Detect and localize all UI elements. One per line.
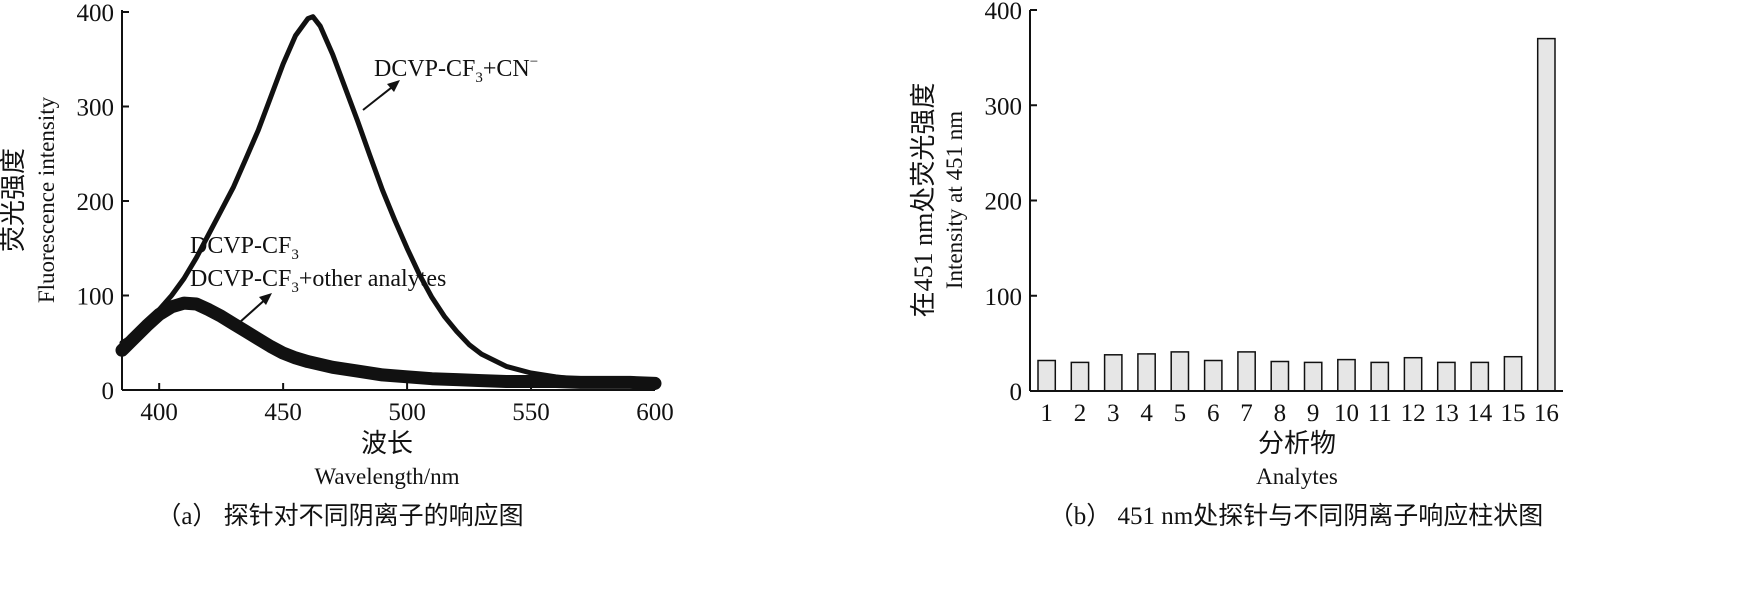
- chart-b-x-tick-label: 14: [1467, 400, 1493, 427]
- chart-b-bar-2: [1070, 361, 1090, 392]
- chart-a-x-tick-label: 400: [140, 399, 178, 426]
- annotation-cn-arrow: [362, 83, 397, 111]
- chart-a-y-tick-label: 200: [77, 189, 115, 216]
- chart-b-bar-14: [1470, 361, 1490, 392]
- chart-b-y-tick-label: 0: [1010, 379, 1023, 406]
- chart-a-marks: [115, 14, 662, 390]
- chart-b-x-tick-label: 2: [1074, 400, 1087, 427]
- chart-a-x-tick-label: 450: [264, 399, 302, 426]
- chart-b-x-tick-label: 4: [1140, 400, 1153, 427]
- chart-b-x-tick-label: 9: [1307, 400, 1320, 427]
- chart-b-bar-1: [1037, 359, 1057, 392]
- chart-b-marks: [1037, 37, 1556, 392]
- chart-a-x-tick-label: 500: [388, 399, 426, 426]
- chart-b-caption: （b） 451 nm处探针与不同阴离子响应柱状图: [1049, 502, 1543, 530]
- chart-b-bar-6: [1203, 359, 1223, 392]
- chart-b-x-tick-label: 11: [1368, 400, 1392, 427]
- chart-b-bar-4: [1137, 353, 1156, 392]
- chart-b-y-tick-label: 200: [985, 189, 1023, 216]
- chart-b-y-tick-label: 100: [985, 284, 1023, 311]
- chart-b-bar-15: [1503, 355, 1523, 392]
- chart-b-bar-5: [1170, 351, 1190, 392]
- chart-b-y-tick-label: 300: [985, 93, 1023, 120]
- chart-a-y-tick-label: 0: [102, 378, 115, 405]
- annotation-cn-arrowhead: [387, 80, 400, 92]
- chart-b-bar-8: [1270, 360, 1290, 392]
- chart-a-x-tick-label: 550: [512, 399, 550, 426]
- chart-b-ylabel-en: Intensity at 451 nm: [942, 111, 967, 289]
- chart-b-bar-7: [1237, 351, 1256, 392]
- annotation-probe: DCVP-CF3: [190, 233, 299, 263]
- chart-a-caption: （a） 探针对不同阴离子的响应图: [156, 502, 523, 530]
- annotation-other-arrowhead: [259, 293, 272, 305]
- chart-a-y-tick-label: 400: [77, 0, 115, 27]
- chart-b-x-tick-label: 6: [1207, 400, 1220, 427]
- chart-a-xlabel-en: Wavelength/nm: [314, 464, 459, 489]
- chart-b-bar-13: [1436, 361, 1456, 392]
- annotation-other: DCVP-CF3+other analytes: [190, 266, 446, 296]
- chart-b-bar-9: [1303, 361, 1323, 392]
- chart-b-x-tick-label: 10: [1334, 400, 1359, 427]
- chart-b-x-tick-label: 12: [1401, 400, 1426, 427]
- chart-a-ylabel-cn: 荧光强度: [0, 148, 28, 252]
- chart-b-bar-11: [1370, 361, 1390, 392]
- chart-b-xlabel-cn: 分析物: [1258, 429, 1336, 458]
- chart-b-x-tick-label: 16: [1534, 400, 1559, 427]
- chart-a-ylabel-en: Fluorescence intensity: [34, 96, 59, 303]
- chart-a-series-1-line: [119, 14, 658, 386]
- annotation-cn: DCVP-CF3+CN−: [374, 54, 538, 86]
- chart-a: 400 450 500 550 600 0 100 200 300 400 DCVP-CF3+CN…: [0, 0, 674, 530]
- chart-a-xlabel-cn: 波长: [361, 429, 413, 458]
- chart-b-bar-12: [1403, 356, 1423, 392]
- chart-b-y-tick-label: 400: [985, 0, 1023, 25]
- chart-b-bar-16: [1536, 37, 1556, 392]
- chart-b-bar-10: [1337, 358, 1356, 392]
- chart-a-y-tick-label: 100: [77, 284, 115, 311]
- chart-b-xlabel-en: Analytes: [1256, 464, 1338, 489]
- chart-b-x-tick-label: 1: [1040, 400, 1053, 427]
- chart-b-x-tick-label: 3: [1107, 400, 1120, 427]
- chart-b-ylabel-cn: 在451 nm处荧光强度: [909, 83, 938, 318]
- chart-a-y-tick-label: 300: [77, 95, 115, 122]
- chart-b-x-tick-label: 15: [1501, 400, 1526, 427]
- chart-b-x-tick-label: 13: [1434, 400, 1459, 427]
- chart-a-ticks: 400 450 500 550 600 0 100 200 300 400: [77, 0, 674, 426]
- chart-b-bar-3: [1103, 354, 1123, 392]
- chart-b-x-tick-label: 5: [1174, 400, 1187, 427]
- chart-a-x-tick-label: 600: [636, 399, 674, 426]
- chart-a-series-2-line: [115, 296, 662, 390]
- chart-b-x-tick-label: 7: [1240, 400, 1253, 427]
- chart-b-x-tick-label: 8: [1274, 400, 1287, 427]
